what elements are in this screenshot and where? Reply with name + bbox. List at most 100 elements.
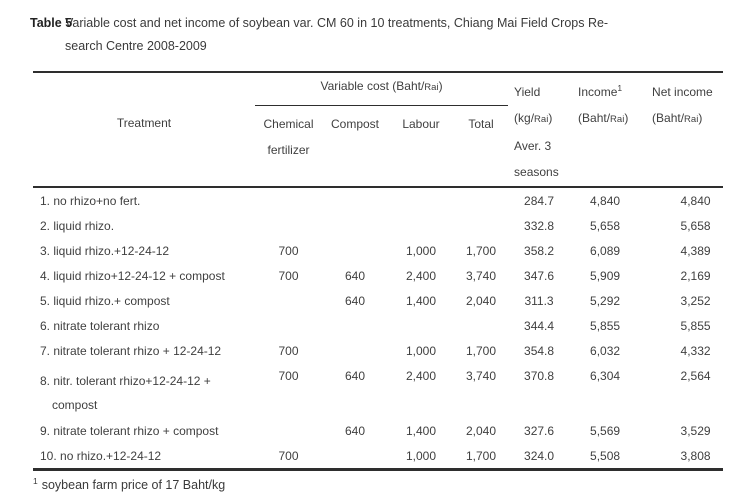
header-row-group: Treatment Variable cost (Baht/Rai) Yield…	[33, 72, 723, 179]
col-group-variable-cost: Variable cost (Baht/Rai)	[255, 72, 509, 106]
col-header-treatment: Treatment	[33, 72, 255, 187]
table-caption-label: Table 5	[30, 16, 73, 30]
cell-net-income: 4,389	[680, 243, 711, 258]
cell-income: 6,032	[590, 343, 621, 358]
table-caption-line1: Variable cost and net income of soybean …	[65, 16, 609, 30]
variable-cost-label-close: )	[438, 79, 443, 93]
cell-income: 5,508	[570, 443, 641, 471]
net-income-unit-rai: Rai	[684, 114, 699, 125]
yield-aver-label: Aver. 3	[514, 139, 552, 153]
cell-compost	[322, 187, 388, 213]
cell-labour: 2,400	[405, 369, 437, 383]
cell-net-income: 3,808	[640, 443, 724, 471]
cell-yield: 324.0	[508, 443, 571, 471]
yield-unit-pre: (kg/	[514, 111, 535, 125]
cell-income: 6,304	[590, 369, 621, 383]
cell-labour	[388, 313, 454, 338]
cell-income: 4,840	[590, 193, 621, 208]
cell-treatment: 9. nitrate tolerant rhizo + compost	[40, 423, 219, 438]
cell-yield: 327.6	[524, 423, 555, 438]
results-table: Treatment Variable cost (Baht/Rai) Yield…	[33, 71, 724, 471]
income-label: Income1	[578, 79, 640, 105]
cell-total	[454, 187, 508, 213]
table-row: 9. nitrate tolerant rhizo + compost 640 …	[33, 418, 723, 443]
cell-total: 1,700	[466, 243, 497, 258]
table-row: 6. nitrate tolerant rhizo 344.4 5,855 5,…	[33, 313, 723, 338]
net-income-unit: (Baht/Rai)	[652, 105, 723, 133]
table-body: 1. no rhizo+no fert. 284.7 4,840 4,840 2…	[33, 187, 724, 471]
header-row-sub: Chemical fertilizer Compost Labour Total	[33, 106, 723, 188]
cell-yield: 344.4	[524, 318, 555, 333]
cell-compost	[322, 238, 388, 263]
cell-yield: 311.3	[524, 293, 554, 308]
treatment-line1: 8. nitr. tolerant rhizo+12-24-12 +	[40, 374, 211, 388]
income-unit-rai: Rai	[610, 114, 625, 125]
col-header-chemical-fertilizer: Chemical fertilizer	[255, 106, 322, 188]
cell-labour	[388, 213, 454, 238]
cell-chemical	[255, 288, 322, 313]
cell-total: 1,700	[454, 443, 509, 471]
cell-net-income: 5,855	[680, 318, 711, 333]
cell-labour: 1,000	[405, 243, 437, 258]
table-header: Treatment Variable cost (Baht/Rai) Yield…	[33, 72, 723, 187]
cell-treatment: 1. no rhizo+no fert.	[40, 193, 141, 208]
yield-seasons-label: seasons	[514, 165, 559, 179]
cell-net-income: 2,564	[680, 369, 711, 383]
cell-labour: 1,000	[405, 343, 437, 358]
cell-labour: 2,400	[405, 268, 437, 283]
income-unit: (Baht/Rai)	[578, 105, 640, 133]
col-header-income: Income1 (Baht/Rai)	[570, 72, 640, 187]
table-caption: Table 5 Variable cost and net income of …	[30, 12, 746, 58]
cell-labour	[388, 187, 454, 213]
variable-cost-label: Variable cost (Baht/	[320, 79, 425, 93]
col-header-total: Total	[454, 106, 508, 188]
col-header-treatment-label: Treatment	[116, 115, 172, 130]
cell-chemical	[255, 418, 322, 443]
table-row: 1. no rhizo+no fert. 284.7 4,840 4,840	[33, 187, 723, 213]
col-header-yield: Yield (kg/Rai) Aver. 3 seasons	[508, 72, 570, 187]
cell-compost	[322, 338, 388, 363]
cell-treatment: 7. nitrate tolerant rhizo + 12-24-12	[40, 343, 222, 358]
net-income-unit-pre: (Baht/	[652, 111, 685, 125]
cell-chemical	[255, 213, 322, 238]
cell-compost	[322, 443, 388, 471]
yield-unit: (kg/Rai)	[514, 105, 570, 133]
cell-income: 5,909	[590, 268, 621, 283]
cell-labour: 1,000	[388, 443, 454, 471]
cell-chemical: 700	[278, 268, 299, 283]
cell-treatment: 4. liquid rhizo+12-24-12 + compost	[40, 268, 225, 283]
cell-yield: 332.8	[524, 218, 555, 233]
total-label: Total	[468, 117, 494, 131]
table-footnote: 1 soybean farm price of 17 Baht/kg	[33, 477, 746, 492]
cell-treatment: 6. nitrate tolerant rhizo	[40, 318, 160, 333]
col-header-labour: Labour	[388, 106, 454, 188]
table-row: 5. liquid rhizo.+ compost 640 1,400 2,04…	[33, 288, 723, 313]
cell-chemical: 700	[255, 443, 322, 471]
col-header-net-income: Net income (Baht/Rai)	[640, 72, 723, 187]
col-header-compost: Compost	[322, 106, 388, 188]
cell-labour: 1,400	[405, 293, 437, 308]
table-row: 8. nitr. tolerant rhizo+12-24-12 + compo…	[33, 363, 723, 418]
cell-treatment: 2. liquid rhizo.	[40, 218, 115, 233]
cell-chemical	[255, 313, 322, 338]
footnote-text: soybean farm price of 17 Baht/kg	[41, 478, 226, 492]
cell-labour: 1,400	[405, 423, 437, 438]
yield-label: Yield	[514, 85, 541, 99]
table-row: 7. nitrate tolerant rhizo + 12-24-12 700…	[33, 338, 723, 363]
chemical-label-line1: Chemical	[263, 117, 314, 131]
table-row: 2. liquid rhizo. 332.8 5,658 5,658	[33, 213, 723, 238]
cell-income: 5,658	[590, 218, 621, 233]
net-income-unit-close: )	[698, 111, 703, 125]
cell-total	[454, 313, 508, 338]
cell-net-income: 5,658	[680, 218, 711, 233]
cell-income: 5,855	[590, 318, 621, 333]
cell-treatment: 3. liquid rhizo.+12-24-12	[40, 243, 170, 258]
treatment-line2: compost	[52, 398, 98, 412]
cell-chemical: 700	[278, 343, 299, 358]
cell-compost: 640	[344, 369, 366, 383]
labour-label: Labour	[402, 117, 440, 131]
cell-total: 2,040	[466, 423, 497, 438]
cell-yield: 347.6	[524, 268, 555, 283]
cell-total: 2,040	[466, 293, 497, 308]
cell-net-income: 3,252	[680, 293, 711, 308]
